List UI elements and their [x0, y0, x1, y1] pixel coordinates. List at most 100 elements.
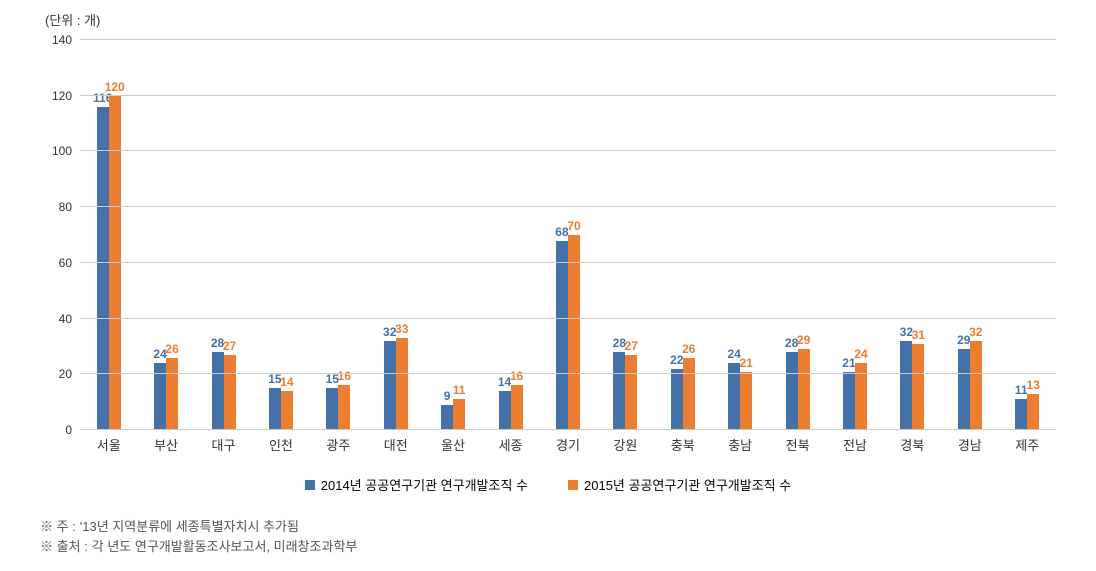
bar-value-2015: 14 [280, 375, 293, 389]
legend-item: 2014년 공공연구기관 연구개발조직 수 [305, 475, 528, 494]
bar-2014: 11 [1015, 399, 1027, 430]
bar-2015: 33 [396, 338, 408, 430]
grid-line [80, 206, 1056, 207]
x-tick-label: 서울 [80, 435, 137, 454]
footnotes: ※ 주 : '13년 지역분류에 세종특별자치시 추가됨 ※ 출처 : 각 년도… [40, 517, 357, 556]
footnote-2: ※ 출처 : 각 년도 연구개발활동조사보고서, 미래창조과학부 [40, 537, 357, 557]
bar-2014: 28 [212, 352, 224, 430]
bars-container: 1161202426282715141516323391114166870282… [80, 40, 1056, 430]
bar-2014: 32 [384, 341, 396, 430]
x-tick-label: 부산 [137, 435, 194, 454]
grid-line [80, 262, 1056, 263]
bar-2015: 120 [109, 96, 121, 430]
y-tick-label: 20 [59, 367, 72, 381]
bar-value-2015: 24 [854, 347, 867, 361]
bar-2014: 14 [499, 391, 511, 430]
legend-label: 2015년 공공연구기관 연구개발조직 수 [584, 475, 791, 494]
category-group: 14 16 [482, 40, 539, 430]
plot-area: 1161202426282715141516323391114166870282… [80, 40, 1056, 430]
footnote-2-text: 각 년도 연구개발활동조사보고서, 미래창조과학부 [92, 537, 358, 557]
bar-2015: 29 [798, 349, 810, 430]
chart-wrapper: (단위 : 개) 1161202426282715141516323391114… [0, 0, 1096, 571]
category-group: 2226 [654, 40, 711, 430]
y-tick-label: 140 [52, 33, 72, 47]
footnote-2-prefix: ※ 출처 : [40, 537, 88, 557]
x-tick-label: 울산 [424, 435, 481, 454]
bar-2015: 70 [568, 235, 580, 430]
bar-2014: 28 [613, 352, 625, 430]
bar-2015: 27 [224, 355, 236, 430]
bar-value-2015: 16 [510, 369, 523, 383]
category-group: 2827 [195, 40, 252, 430]
bar-2014: 15 [326, 388, 338, 430]
bar-value-2015: 26 [165, 342, 178, 356]
bar-2015: 16 [338, 385, 350, 430]
bar-2015: 32 [970, 341, 982, 430]
category-group: 2932 [941, 40, 998, 430]
bar-value-2014: 9 [444, 389, 451, 403]
y-tick-label: 40 [59, 312, 72, 326]
bar-2015: 27 [625, 355, 637, 430]
bar-2015: 13 [1027, 394, 1039, 430]
bar-2014: 15 [269, 388, 281, 430]
category-group: 1516 [310, 40, 367, 430]
bar-2015: 21 [740, 372, 752, 431]
category-group: 2421 [711, 40, 768, 430]
bar-value-2015: 33 [395, 322, 408, 336]
category-group: 6870 [539, 40, 596, 430]
bar-2015: 26 [166, 358, 178, 430]
x-tick-label: 충남 [711, 435, 768, 454]
legend-item: 2015년 공공연구기관 연구개발조직 수 [568, 475, 791, 494]
unit-label: (단위 : 개) [45, 10, 100, 29]
category-group: 2827 [597, 40, 654, 430]
bar-value-2015: 27 [223, 339, 236, 353]
footnote-1-text: '13년 지역분류에 세종특별자치시 추가됨 [80, 517, 299, 537]
bar-2014: 21 [843, 372, 855, 431]
category-group: 2829 [769, 40, 826, 430]
x-tick-label: 경북 [884, 435, 941, 454]
category-group: 911 [424, 40, 481, 430]
x-tick-label: 대구 [195, 435, 252, 454]
category-group: 1113 [999, 40, 1056, 430]
category-group: 21 24 [826, 40, 883, 430]
x-tick-label: 인천 [252, 435, 309, 454]
bar-value-2015: 29 [797, 333, 810, 347]
bar-2014: 116 [97, 107, 109, 430]
x-tick-label: 경기 [539, 435, 596, 454]
bar-2014: 68 [556, 241, 568, 430]
y-tick-label: 80 [59, 200, 72, 214]
x-tick-label: 전북 [769, 435, 826, 454]
x-tick-label: 대전 [367, 435, 424, 454]
x-axis-labels: 서울부산대구인천광주대전울산세종경기강원충북충남전북전남경북경남제주 [80, 435, 1056, 454]
category-group: 1514 [252, 40, 309, 430]
x-tick-label: 세종 [482, 435, 539, 454]
x-tick-label: 광주 [310, 435, 367, 454]
category-group: 3231 [884, 40, 941, 430]
bar-value-2015: 13 [1027, 378, 1040, 392]
footnote-1: ※ 주 : '13년 지역분류에 세종특별자치시 추가됨 [40, 517, 357, 537]
y-tick-label: 100 [52, 144, 72, 158]
y-tick-label: 0 [65, 423, 72, 437]
y-tick-label: 120 [52, 89, 72, 103]
legend-label: 2014년 공공연구기관 연구개발조직 수 [321, 475, 528, 494]
x-tick-label: 충북 [654, 435, 711, 454]
x-tick-label: 제주 [999, 435, 1056, 454]
bar-2014: 28 [786, 352, 798, 430]
bar-2014: 9 [441, 405, 453, 430]
grid-line [80, 39, 1056, 40]
category-group: 116120 [80, 40, 137, 430]
legend-swatch [305, 480, 315, 490]
grid-line [80, 95, 1056, 96]
grid-line [80, 373, 1056, 374]
bar-value-2015: 32 [969, 325, 982, 339]
bar-value-2015: 21 [739, 356, 752, 370]
legend-swatch [568, 480, 578, 490]
bar-value-2015: 70 [567, 219, 580, 233]
bar-2015: 31 [912, 344, 924, 430]
bar-value-2015: 31 [912, 328, 925, 342]
grid-line [80, 150, 1056, 151]
bar-value-2015: 120 [105, 80, 125, 94]
category-group: 3233 [367, 40, 424, 430]
bar-value-2015: 27 [625, 339, 638, 353]
legend: 2014년 공공연구기관 연구개발조직 수 2015년 공공연구기관 연구개발조직… [0, 475, 1096, 494]
